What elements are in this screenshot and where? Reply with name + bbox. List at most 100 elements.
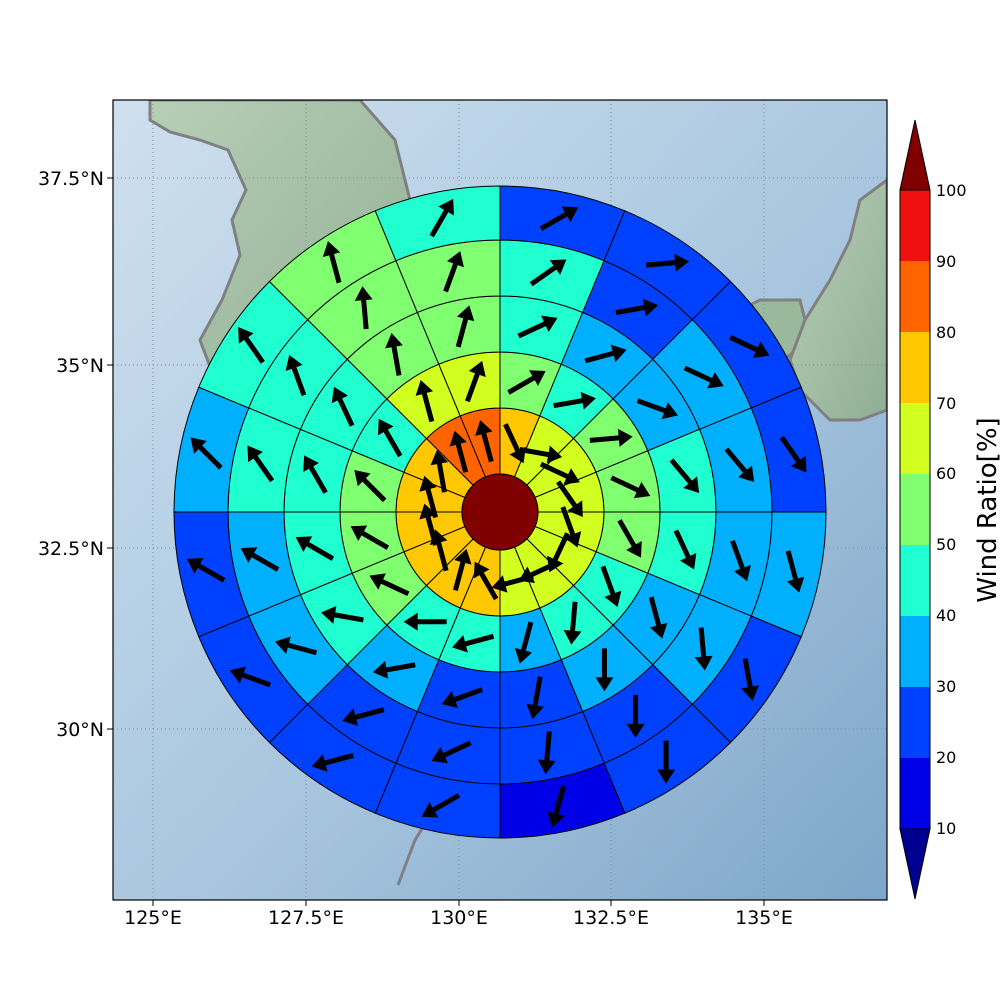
- wind-arrow: [519, 445, 563, 464]
- wind-arrow: [331, 386, 355, 427]
- map-panel: [112, 99, 888, 901]
- lat-tick-label: 30°N: [56, 719, 104, 741]
- colorbar-tick-label: 100: [936, 181, 967, 200]
- wind-arrow: [669, 458, 700, 493]
- wind-arrow: [503, 423, 526, 464]
- colorbar-segment: [900, 190, 930, 261]
- wind-arrow: [539, 461, 580, 485]
- wind-arrow: [514, 621, 534, 664]
- wind-arrow: [563, 601, 582, 645]
- colorbar-segments: [899, 119, 931, 900]
- wind-arrow: [517, 315, 558, 339]
- colorbar-segment: [900, 545, 930, 616]
- honshu-east-land: [788, 178, 887, 422]
- wind-arrow: [429, 198, 454, 238]
- wind-arrow: [369, 573, 410, 597]
- wind-arrow: [303, 455, 328, 494]
- colorbar-tick-label: 60: [936, 464, 956, 483]
- lon-tick-label: 125°E: [124, 907, 182, 929]
- wind-arrow: [295, 536, 335, 561]
- wind-arrow: [529, 259, 567, 287]
- colorbar-over-extension: [899, 119, 931, 191]
- wind-arrow: [556, 480, 583, 517]
- wind-arrow: [377, 418, 403, 458]
- colorbar-segment: [900, 261, 930, 332]
- colorbar-ticks: 10 20 30 40 50 60 70 80 90 100: [936, 181, 967, 838]
- wind-arrow: [610, 475, 651, 499]
- wind-arrow: [415, 380, 435, 423]
- wind-arrow: [240, 547, 280, 572]
- wind-arrow: [507, 370, 546, 395]
- wind-arrow: [421, 793, 461, 818]
- wind-arrow: [452, 548, 472, 591]
- wind-arrow: [547, 785, 566, 828]
- colorbar-tick-label: 80: [936, 323, 956, 342]
- wind-arrow: [491, 574, 534, 593]
- wind-arrow: [274, 636, 318, 656]
- latitude-axis: 37.5°N 35°N 32.5°N 30°N: [38, 168, 113, 741]
- wind-arrow: [441, 687, 483, 708]
- wind-arrow: [694, 627, 713, 671]
- lon-tick-label: 130°E: [430, 907, 488, 929]
- wind-arrow: [238, 327, 265, 364]
- wind-arrow: [354, 286, 373, 330]
- wind-arrow: [311, 753, 354, 772]
- lon-tick-label: 135°E: [735, 907, 793, 929]
- lat-tick-label: 37.5°N: [38, 168, 104, 190]
- wind-arrow: [322, 241, 342, 284]
- wind-arrow: [431, 740, 472, 764]
- wind-arrow: [354, 469, 387, 503]
- wind-arrow: [779, 435, 807, 473]
- wind-arrow: [785, 550, 805, 593]
- colorbar-segment: [900, 758, 930, 829]
- colorbar-tick-label: 50: [936, 535, 956, 554]
- wind-arrow: [626, 694, 645, 738]
- wind-arrow: [285, 354, 307, 397]
- wind-arrow: [741, 657, 760, 701]
- map-frame: [112, 99, 888, 901]
- colorbar-under-extension: [899, 828, 931, 900]
- wind-arrow: [455, 305, 475, 348]
- wind-arrow: [600, 565, 622, 607]
- wind-arrow: [385, 333, 403, 376]
- wind-arrow: [683, 365, 724, 389]
- colorbar-title: Wind Ratio[%]: [973, 417, 1000, 602]
- wind-arrow: [475, 420, 494, 463]
- wind-arrow: [553, 391, 596, 410]
- wind-arrow: [595, 648, 614, 692]
- wind-arrow: [473, 561, 499, 601]
- lat-tick-label: 35°N: [56, 355, 104, 377]
- colorbar-segment: [900, 403, 930, 474]
- wind-arrow: [342, 707, 385, 726]
- wind-arrow: [350, 525, 390, 550]
- wind-arrow: [657, 740, 676, 784]
- colorbar-tick-label: 10: [936, 819, 956, 838]
- wind-arrow: [730, 539, 751, 582]
- wind-arrow: [584, 344, 627, 364]
- wind-arrow: [465, 360, 486, 403]
- colorbar-tick-label: 40: [936, 606, 956, 625]
- wind-arrow: [321, 606, 364, 624]
- wind-arrow: [190, 437, 223, 470]
- wind-arrow: [372, 661, 416, 679]
- wind-arrow: [443, 251, 464, 293]
- wind-arrow: [537, 731, 556, 775]
- lon-tick-label: 132.5°E: [573, 907, 649, 929]
- wind-arrow: [452, 633, 495, 653]
- wind-arrow: [430, 449, 449, 493]
- wind-arrow: [645, 253, 690, 272]
- lat-tick-label: 32.5°N: [38, 538, 104, 560]
- polar-wind-grid: [173, 185, 827, 839]
- colorbar-segment: [900, 474, 930, 545]
- wind-arrow: [526, 676, 544, 720]
- colorbar-tick-label: 70: [936, 394, 956, 413]
- wind-arrow: [724, 447, 755, 483]
- center-cell: [461, 473, 539, 551]
- wind-arrow: [403, 612, 447, 631]
- wind-arrow: [247, 445, 275, 483]
- colorbar-tick-label: 90: [936, 252, 956, 271]
- colorbar-segment: [900, 332, 930, 403]
- colorbar-segment: [900, 687, 930, 758]
- wind-arrow: [589, 428, 633, 447]
